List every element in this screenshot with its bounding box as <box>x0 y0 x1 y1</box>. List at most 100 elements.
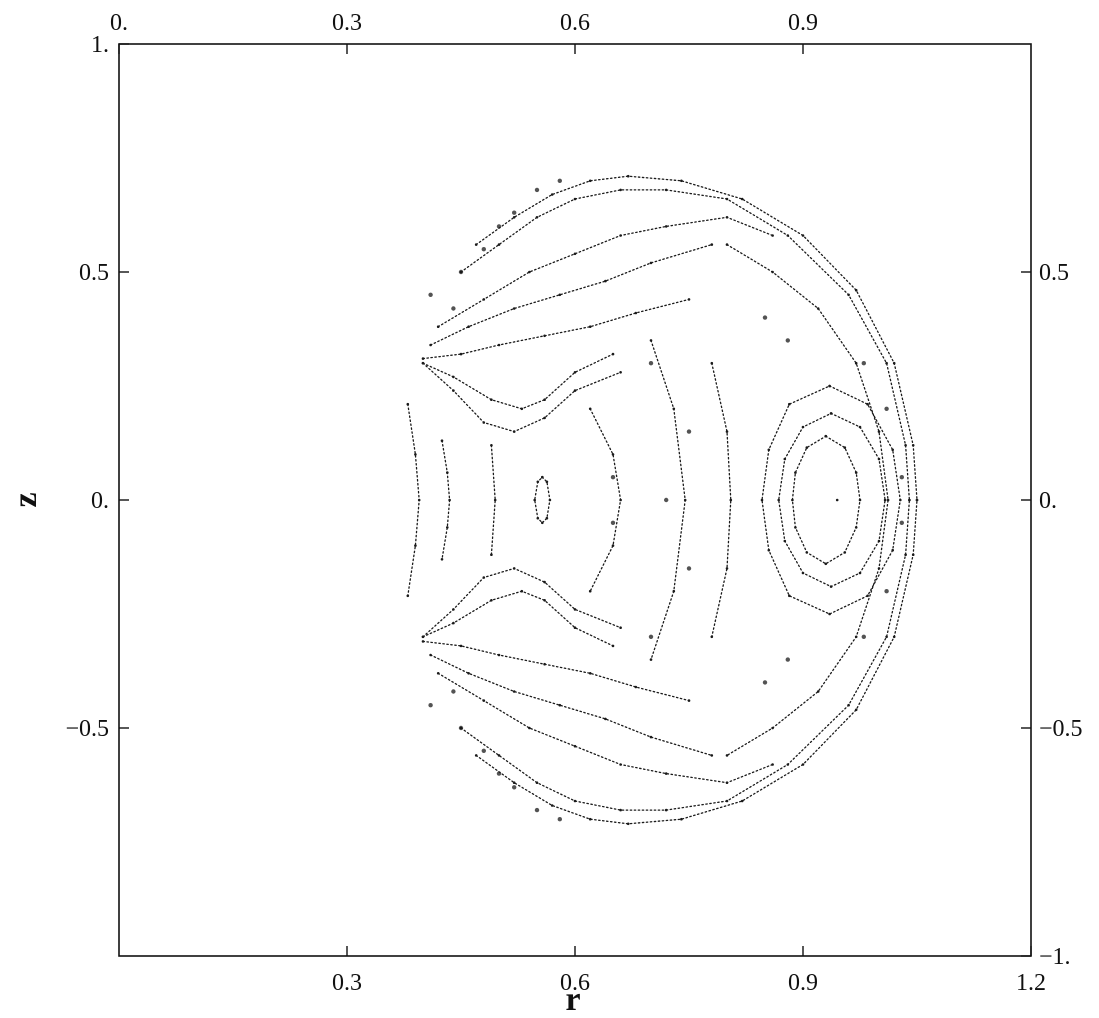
orbit-series-29 <box>835 498 839 502</box>
data-point <box>686 566 692 571</box>
data-point <box>710 754 714 757</box>
data-point <box>496 771 502 776</box>
data-point <box>725 567 729 570</box>
data-point <box>604 279 607 283</box>
data-point <box>543 580 546 584</box>
data-point <box>783 539 787 543</box>
data-point <box>866 594 869 598</box>
data-point <box>884 589 889 594</box>
orbit-series-26 <box>428 689 562 822</box>
orbit-series-6 <box>791 434 862 566</box>
data-point <box>451 306 456 311</box>
orbit-series-24 <box>710 361 733 639</box>
data-point <box>725 781 729 784</box>
data-point <box>588 325 592 329</box>
data-point <box>588 672 592 675</box>
data-point <box>771 726 774 730</box>
data-point <box>847 703 850 707</box>
data-point <box>664 772 668 775</box>
data-point <box>801 425 805 429</box>
data-point <box>649 339 653 342</box>
data-point <box>497 343 501 347</box>
data-point <box>406 594 410 598</box>
data-point <box>664 225 668 228</box>
data-point <box>604 717 607 721</box>
x-tick-label-bottom: 0.6 <box>560 970 590 996</box>
data-point <box>534 187 540 193</box>
data-point <box>535 216 539 219</box>
data-point <box>545 516 549 520</box>
data-point <box>634 311 638 315</box>
data-point <box>760 498 764 502</box>
plot-frame <box>118 43 1032 957</box>
y-tick-label-left: 0. <box>91 488 109 514</box>
data-point <box>788 594 791 598</box>
data-point <box>885 635 888 639</box>
data-point <box>619 234 622 237</box>
data-point <box>886 498 890 502</box>
data-point <box>573 389 577 392</box>
data-point <box>843 446 847 449</box>
data-point <box>854 361 858 365</box>
data-point <box>467 672 470 675</box>
data-point <box>428 703 433 708</box>
data-point <box>710 361 714 365</box>
data-point <box>482 298 486 301</box>
data-point <box>414 453 417 456</box>
data-point <box>541 475 544 479</box>
orbit-series-9 <box>421 298 691 360</box>
orbit-curve <box>726 243 889 757</box>
data-point <box>512 430 516 433</box>
orbit-curve <box>490 444 496 556</box>
orbit-series-3 <box>533 475 552 525</box>
data-point <box>550 193 554 196</box>
data-point <box>512 216 516 219</box>
data-point <box>512 210 517 215</box>
data-point <box>446 471 449 474</box>
data-point <box>619 626 622 629</box>
data-point <box>512 785 517 790</box>
data-point <box>828 612 831 616</box>
data-point <box>543 599 546 602</box>
data-point <box>725 216 729 219</box>
data-point <box>891 548 894 552</box>
data-point <box>710 635 714 639</box>
data-point <box>771 234 774 237</box>
orbit-series-5 <box>760 384 902 616</box>
data-point <box>725 243 729 246</box>
data-point <box>801 234 805 237</box>
orbit-series-23 <box>649 339 687 661</box>
data-point <box>858 571 862 575</box>
data-point <box>816 690 820 693</box>
data-point <box>436 672 440 675</box>
y-tick-label-right: 0.5 <box>1039 260 1069 286</box>
data-point <box>904 444 907 447</box>
data-point <box>573 799 577 803</box>
data-point <box>771 763 774 766</box>
data-point <box>908 498 911 502</box>
data-point <box>687 699 691 702</box>
data-point <box>481 748 486 753</box>
data-point <box>611 644 615 648</box>
y-tick-label-left: 0.5 <box>79 260 109 286</box>
data-point <box>877 539 881 543</box>
data-point <box>626 174 630 178</box>
data-point <box>421 635 425 639</box>
data-point <box>824 434 828 438</box>
orbit-series-8 <box>421 361 622 433</box>
orbit-series-1 <box>440 439 451 561</box>
data-point <box>536 516 540 520</box>
data-point <box>861 634 866 639</box>
data-point <box>520 407 524 411</box>
data-point <box>725 197 729 201</box>
data-point <box>725 799 729 803</box>
data-point <box>558 703 562 707</box>
data-point <box>829 412 833 415</box>
data-point <box>458 269 464 275</box>
data-point <box>448 498 451 502</box>
orbit-series-22 <box>588 407 622 593</box>
orbit-series-19 <box>459 498 911 812</box>
data-point <box>794 471 797 474</box>
data-point <box>785 338 790 343</box>
